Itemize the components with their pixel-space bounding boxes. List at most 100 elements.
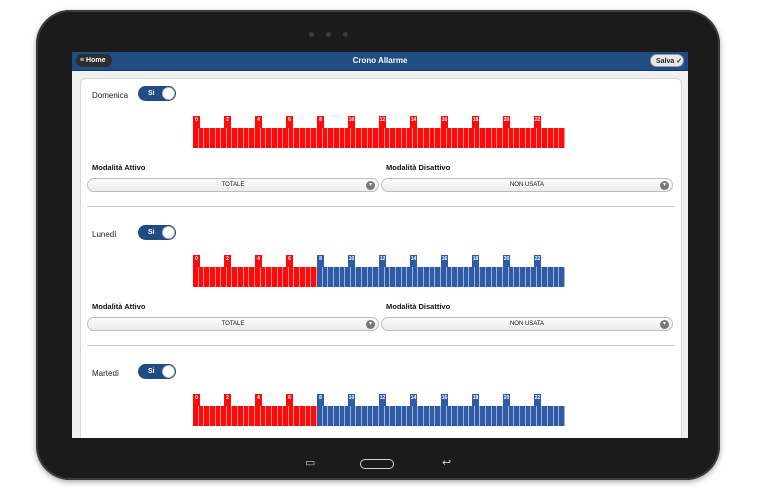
time-slot[interactable]	[536, 128, 543, 148]
time-slot[interactable]	[260, 406, 267, 426]
time-slot[interactable]	[412, 128, 419, 148]
time-slot[interactable]	[328, 267, 334, 287]
time-slot[interactable]	[395, 406, 402, 426]
time-slot[interactable]	[367, 128, 374, 148]
time-slot[interactable]	[559, 128, 565, 148]
time-slot[interactable]	[514, 128, 520, 148]
time-slot[interactable]	[350, 267, 357, 287]
time-slot[interactable]	[356, 267, 363, 287]
time-slot[interactable]	[266, 128, 272, 148]
time-slot[interactable]	[339, 267, 346, 287]
time-slot[interactable]	[294, 267, 301, 287]
time-slot[interactable]	[508, 406, 515, 426]
time-slot[interactable]	[395, 128, 402, 148]
time-slot[interactable]	[429, 267, 436, 287]
time-slot[interactable]	[221, 267, 227, 287]
time-slot[interactable]	[333, 128, 340, 148]
time-slot[interactable]	[317, 128, 323, 148]
time-slot[interactable]	[407, 406, 413, 426]
day-enabled-toggle[interactable]: Si	[138, 364, 176, 379]
time-slot[interactable]	[271, 406, 278, 426]
time-slot[interactable]	[548, 128, 554, 148]
time-slot[interactable]	[536, 267, 543, 287]
time-slot[interactable]	[508, 128, 515, 148]
time-slot[interactable]	[531, 406, 537, 426]
time-slot[interactable]	[322, 406, 329, 426]
time-slot[interactable]	[333, 267, 340, 287]
time-slot[interactable]	[463, 267, 470, 287]
time-slot[interactable]	[255, 406, 261, 426]
time-slot[interactable]	[221, 128, 227, 148]
time-slot[interactable]	[362, 406, 368, 426]
time-slot[interactable]	[339, 128, 346, 148]
time-slot[interactable]	[469, 128, 475, 148]
time-slot[interactable]	[373, 267, 379, 287]
time-slot[interactable]	[559, 406, 565, 426]
time-slot[interactable]	[362, 128, 368, 148]
time-slot[interactable]	[491, 128, 498, 148]
time-slot[interactable]	[243, 128, 250, 148]
active-mode-select[interactable]: TOTALE ▾	[87, 178, 379, 192]
time-slot[interactable]	[429, 128, 436, 148]
time-slot[interactable]	[277, 267, 284, 287]
time-slot[interactable]	[491, 267, 498, 287]
time-slot[interactable]	[283, 267, 289, 287]
home-hardware-button[interactable]	[360, 459, 394, 469]
time-slot[interactable]	[367, 406, 374, 426]
time-slot[interactable]	[288, 267, 295, 287]
time-slot[interactable]	[238, 267, 244, 287]
time-slot[interactable]	[424, 406, 430, 426]
time-slot[interactable]	[401, 406, 408, 426]
time-slot[interactable]	[209, 406, 216, 426]
time-slot[interactable]	[379, 267, 385, 287]
time-slot[interactable]	[226, 267, 233, 287]
time-slot[interactable]	[553, 267, 560, 287]
time-slot[interactable]	[193, 267, 199, 287]
time-slot[interactable]	[322, 267, 329, 287]
time-slot[interactable]	[300, 406, 306, 426]
time-slot[interactable]	[519, 406, 526, 426]
time-slot[interactable]	[243, 267, 250, 287]
time-slot[interactable]	[497, 267, 503, 287]
time-slot[interactable]	[401, 267, 408, 287]
time-slot[interactable]	[508, 267, 515, 287]
time-slot[interactable]	[412, 406, 419, 426]
time-slot[interactable]	[328, 406, 334, 426]
time-slot[interactable]	[435, 128, 441, 148]
time-slot[interactable]	[525, 128, 532, 148]
time-slot[interactable]	[232, 406, 239, 426]
time-slot[interactable]	[260, 267, 267, 287]
time-slot[interactable]	[294, 128, 301, 148]
time-slot[interactable]	[390, 267, 396, 287]
time-slot[interactable]	[209, 267, 216, 287]
time-slot[interactable]	[305, 406, 312, 426]
time-slot[interactable]	[503, 128, 509, 148]
time-slot[interactable]	[328, 128, 334, 148]
day-enabled-toggle[interactable]: Si	[138, 86, 176, 101]
time-slot[interactable]	[503, 267, 509, 287]
time-slot[interactable]	[525, 267, 532, 287]
time-slot[interactable]	[260, 128, 267, 148]
time-slot[interactable]	[333, 406, 340, 426]
time-slot[interactable]	[463, 406, 470, 426]
time-slot[interactable]	[474, 128, 481, 148]
time-slot[interactable]	[193, 406, 199, 426]
time-slot[interactable]	[198, 406, 205, 426]
time-slot[interactable]	[356, 406, 363, 426]
time-slot[interactable]	[311, 406, 317, 426]
time-slot[interactable]	[418, 406, 425, 426]
time-slot[interactable]	[345, 406, 351, 426]
time-slot[interactable]	[305, 128, 312, 148]
time-slot[interactable]	[548, 406, 554, 426]
time-slot[interactable]	[514, 406, 520, 426]
time-slot[interactable]	[249, 267, 255, 287]
time-slot[interactable]	[418, 128, 425, 148]
time-slot[interactable]	[486, 128, 492, 148]
time-slot[interactable]	[452, 128, 458, 148]
time-slot[interactable]	[486, 406, 492, 426]
time-slot[interactable]	[424, 128, 430, 148]
time-slot[interactable]	[345, 128, 351, 148]
time-slot[interactable]	[542, 406, 549, 426]
time-slot[interactable]	[435, 267, 441, 287]
time-slot[interactable]	[469, 406, 475, 426]
